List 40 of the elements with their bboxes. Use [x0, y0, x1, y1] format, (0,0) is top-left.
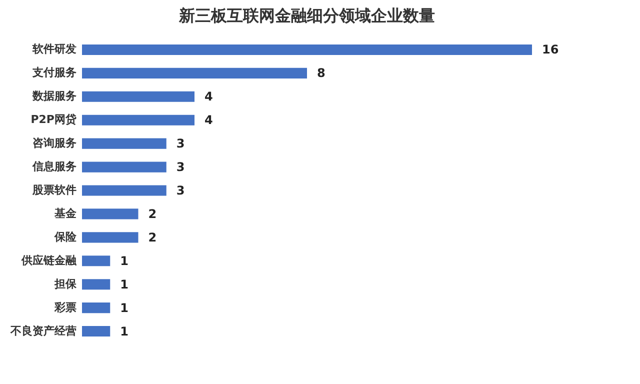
y-tick-label: P2P网贷 — [30, 113, 76, 126]
y-tick-label: 股票软件 — [32, 184, 76, 196]
data-label: 2 — [148, 230, 157, 244]
data-label: 16 — [542, 42, 559, 57]
data-label: 4 — [204, 90, 213, 104]
y-tick-label: 担保 — [54, 277, 78, 290]
bar — [82, 279, 110, 290]
bar — [82, 326, 110, 337]
y-tick-label: 支付服务 — [32, 66, 76, 80]
y-tick-label: 不良资产经营 — [10, 324, 76, 338]
y-tick-label: 信息服务 — [32, 160, 76, 174]
bar — [82, 162, 166, 172]
y-tick-label: 供应链金融 — [20, 254, 78, 267]
data-label: 2 — [148, 206, 157, 221]
bar — [82, 302, 110, 314]
data-label: 1 — [120, 277, 128, 292]
bar — [82, 68, 307, 78]
bar — [82, 44, 532, 56]
bar — [82, 91, 194, 102]
bar — [82, 114, 194, 126]
bar — [82, 232, 138, 243]
y-tick-label: 软件研发 — [32, 42, 76, 56]
bar — [82, 138, 166, 149]
y-tick-label: 基金 — [54, 206, 78, 220]
data-label: 3 — [176, 160, 185, 174]
data-label: 4 — [204, 113, 213, 128]
y-tick-label: 彩票 — [54, 300, 76, 314]
data-label: 1 — [120, 324, 128, 338]
data-label: 3 — [176, 136, 185, 151]
data-label: 3 — [176, 184, 185, 198]
bar — [82, 256, 110, 266]
y-tick-label: 保险 — [54, 230, 78, 244]
data-label: 1 — [120, 254, 128, 268]
y-tick-label: 咨询服务 — [32, 136, 76, 150]
data-label: 8 — [317, 66, 326, 80]
bar — [82, 185, 166, 196]
chart-title: 新三板互联网金融细分领域企业数量 — [178, 6, 435, 25]
y-tick-label: 数据服务 — [32, 90, 76, 103]
bar — [82, 208, 138, 220]
data-label: 1 — [120, 300, 128, 315]
